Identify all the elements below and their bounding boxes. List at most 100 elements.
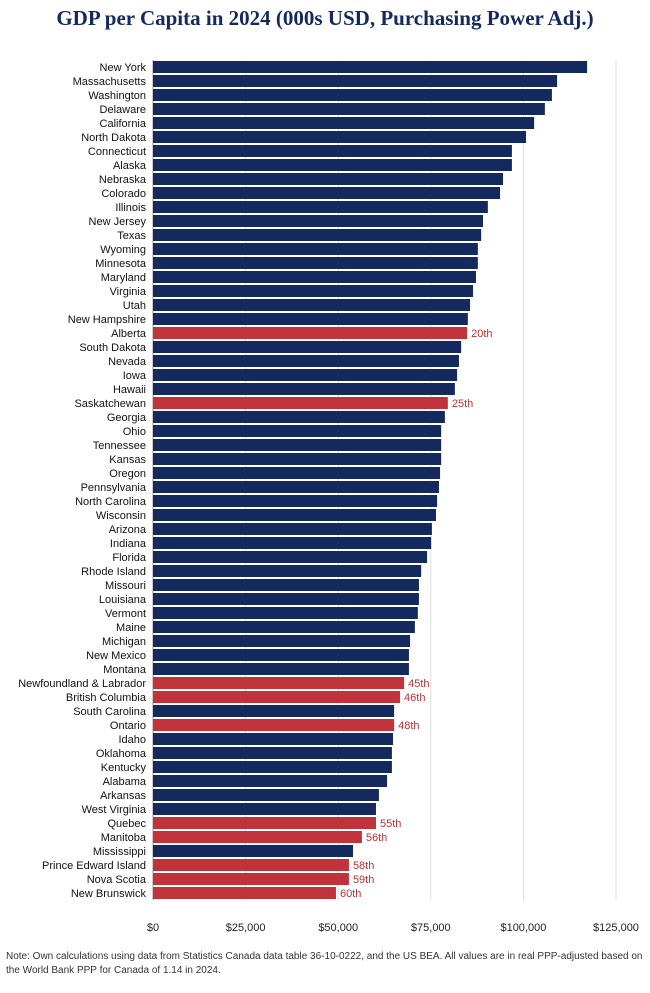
y-tick-label: Nova Scotia [87, 874, 147, 886]
bar [153, 229, 482, 241]
y-tick-label: Quebec [107, 818, 146, 830]
bar [153, 719, 395, 731]
y-tick-label: Missouri [105, 580, 146, 592]
y-tick-label: New Brunswick [71, 888, 147, 900]
bar [153, 131, 526, 143]
bar [153, 243, 478, 255]
y-tick-label: Texas [117, 230, 146, 242]
chart: GDP per Capita in 2024 (000s USD, Purcha… [18, 6, 639, 934]
bar [153, 691, 401, 703]
y-tick-label: New Mexico [86, 650, 146, 662]
bar [153, 761, 392, 773]
bar [153, 621, 415, 633]
y-tick-label: Michigan [102, 636, 146, 648]
y-tick-label: Florida [112, 552, 147, 564]
y-tick-label: Newfoundland & Labrador [18, 678, 146, 690]
y-tick-label: Iowa [123, 370, 147, 382]
bar [153, 89, 552, 101]
y-tick-label: Massachusetts [73, 76, 147, 88]
bar [153, 201, 488, 213]
chart-title: GDP per Capita in 2024 (000s USD, Purcha… [56, 6, 593, 30]
bar [153, 733, 394, 745]
bar [153, 383, 455, 395]
bar [153, 831, 362, 843]
y-tick-label: Alabama [103, 776, 147, 788]
bar [153, 467, 441, 479]
bar [153, 663, 409, 675]
y-tick-label: Indiana [110, 538, 147, 550]
y-tick-label: Tennessee [93, 440, 146, 452]
bar [153, 425, 442, 437]
y-tick-label: Utah [123, 300, 146, 312]
bar [153, 285, 474, 297]
y-tick-label: Colorado [101, 188, 146, 200]
y-tick-label: Alberta [111, 328, 147, 340]
y-tick-label: Minnesota [95, 258, 147, 270]
bar [153, 299, 471, 311]
rank-label: 25th [452, 398, 473, 410]
bar [153, 103, 545, 115]
y-tick-label: Georgia [107, 412, 147, 424]
bar [153, 873, 349, 885]
y-tick-label: British Columbia [66, 692, 147, 704]
y-tick-label: New York [100, 62, 147, 74]
y-tick-label: New Hampshire [68, 314, 146, 326]
y-tick-label: Virginia [110, 286, 147, 298]
x-tick-label: $75,000 [411, 922, 451, 934]
rank-label: 59th [353, 874, 374, 886]
y-tick-label: Connecticut [88, 146, 146, 158]
y-tick-label: Ohio [123, 426, 146, 438]
rank-label: 48th [398, 720, 419, 732]
bar [153, 565, 422, 577]
bar [153, 649, 409, 661]
x-tick-label: $0 [147, 922, 159, 934]
y-tick-label: South Dakota [79, 342, 147, 354]
bar [153, 509, 436, 521]
bar [153, 75, 558, 87]
y-tick-label: Illinois [115, 202, 146, 214]
y-tick-label: Wisconsin [96, 510, 146, 522]
bar [153, 845, 354, 857]
bar [153, 257, 478, 269]
y-tick-label: Louisiana [99, 594, 147, 606]
bar [153, 271, 476, 283]
y-tick-label: Montana [103, 664, 147, 676]
y-tick-label: Nebraska [99, 174, 147, 186]
bar [153, 327, 468, 339]
y-tick-label: North Carolina [75, 496, 147, 508]
x-tick-label: $125,000 [593, 922, 639, 934]
y-tick-label: South Carolina [73, 706, 147, 718]
y-tick-label: Ontario [110, 720, 146, 732]
bar [153, 551, 428, 563]
bar [153, 537, 432, 549]
bar [153, 145, 512, 157]
bar [153, 887, 336, 899]
rank-label: 45th [408, 678, 429, 690]
y-tick-label: Delaware [100, 104, 146, 116]
y-tick-label: Mississippi [93, 846, 146, 858]
y-tick-label: California [100, 118, 147, 130]
rank-label: 55th [380, 818, 401, 830]
bar [153, 313, 468, 325]
footnote: Note: Own calculations using data from S… [6, 951, 643, 976]
y-tick-label: Alaska [113, 160, 147, 172]
y-tick-label: Maryland [101, 272, 146, 284]
y-tick-label: Kansas [109, 454, 146, 466]
y-tick-label: Arkansas [100, 790, 146, 802]
bar [153, 803, 376, 815]
bar [153, 453, 442, 465]
bar [153, 117, 535, 129]
bar [153, 159, 512, 171]
y-tick-label: Nevada [108, 356, 147, 368]
y-tick-label: Saskatchewan [74, 398, 146, 410]
bar [153, 481, 439, 493]
bar [153, 215, 484, 227]
x-tick-label: $100,000 [500, 922, 546, 934]
bar [153, 411, 445, 423]
x-tick-label: $50,000 [318, 922, 358, 934]
bar [153, 579, 419, 591]
y-tick-label: Kentucky [101, 762, 147, 774]
y-tick-label: North Dakota [81, 132, 147, 144]
y-tick-label: Pennsylvania [81, 482, 147, 494]
